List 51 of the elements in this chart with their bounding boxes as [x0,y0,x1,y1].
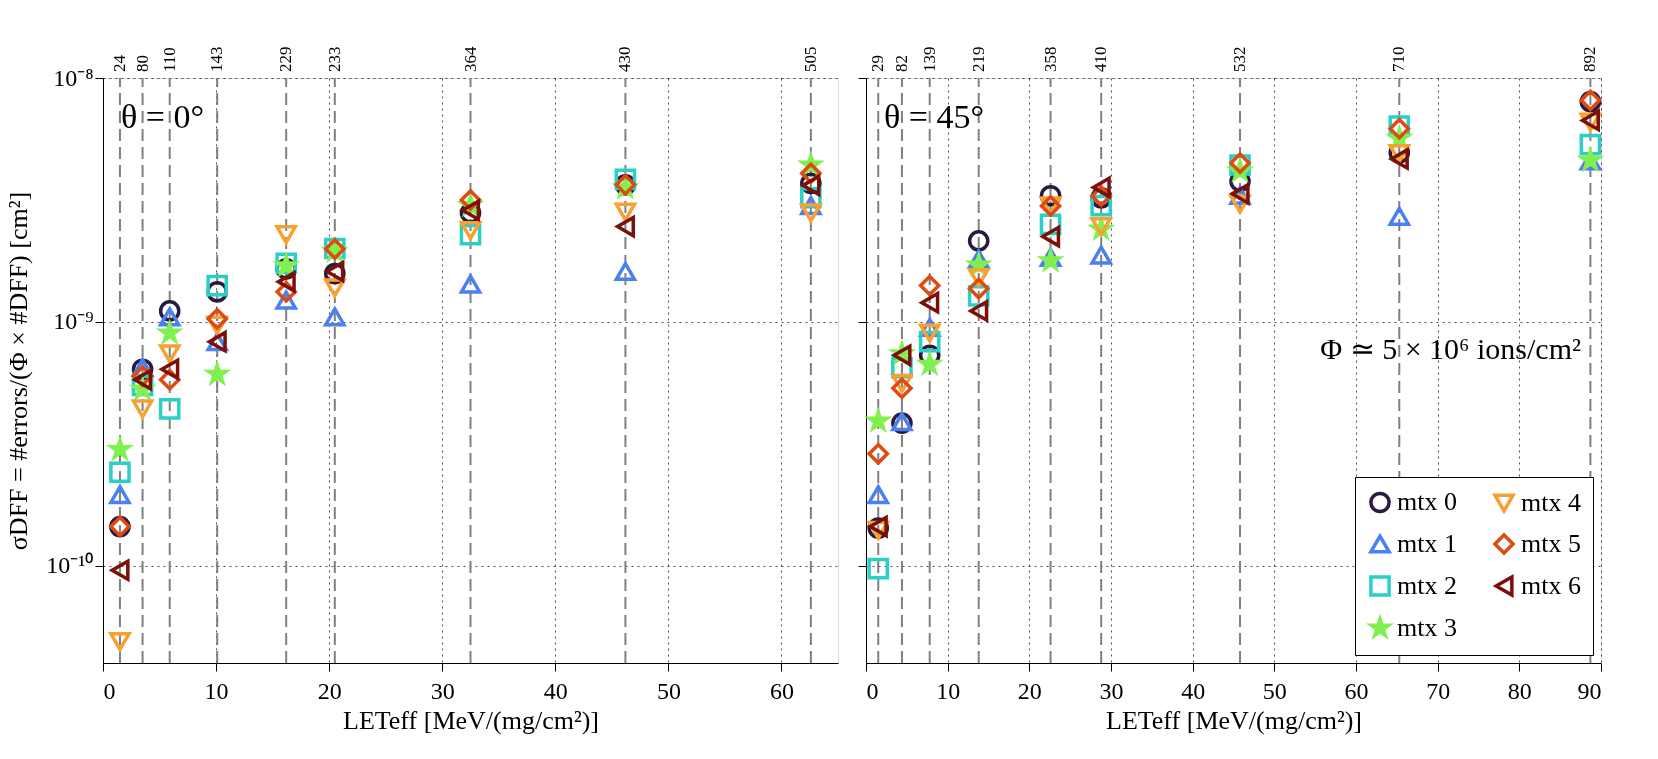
annotation: 358 [1040,46,1060,72]
x-tick-label: 0 [103,677,116,704]
legend-label: mtx 2 [1397,571,1457,600]
annotation: 430 [615,46,635,72]
x-tick-label: 40 [1181,677,1206,704]
x-tick-label: 60 [769,677,794,704]
annotation: 139 [919,46,939,72]
annotation: 364 [460,46,480,72]
y-axis-title: σDFF = #errors/(Φ × #DFF) [cm²] [4,191,34,551]
x-tick-label: 10 [936,677,961,704]
y-tick-label: 10⁻⁸ [53,64,94,91]
annotation: 710 [1389,46,1409,72]
legend-label: mtx 0 [1397,487,1457,517]
annotation: 143 [207,46,227,72]
annotation: 410 [1091,46,1111,72]
legend-label: mtx 6 [1521,571,1581,600]
annotation: 233 [324,46,344,72]
annotation: 219 [968,46,988,72]
annotation: 505 [800,46,820,72]
x-tick-label: 80 [1507,677,1532,704]
annotation: 110 [159,47,179,72]
x-tick-label: 50 [1262,677,1287,704]
x-axis-title: LETeff [MeV/(mg/cm²)] [1105,705,1363,735]
legend-label: mtx 5 [1521,529,1581,558]
x-tick-label: 10 [204,677,229,704]
y-tick-label: 10⁻¹⁰ [46,552,94,579]
x-tick-label: 0 [866,677,879,704]
annotation: 80 [132,55,152,72]
x-tick-label: 30 [430,677,455,704]
legend-label: mtx 4 [1521,488,1581,518]
annotation: θ = 0° [121,98,205,135]
annotation: 29 [868,55,888,72]
annotation: 24 [109,54,129,72]
x-tick-label: 60 [1344,677,1369,704]
legend-label: mtx 3 [1397,613,1457,642]
y-tick-label: 10⁻⁹ [53,308,94,335]
x-tick-label: 30 [1099,677,1124,704]
annotation: 532 [1230,46,1250,72]
annotation: 82 [891,55,911,72]
annotation: θ = 45° [884,98,985,135]
annotation: 892 [1580,46,1600,72]
x-tick-label: 90 [1577,677,1602,704]
legend-label: mtx 1 [1397,529,1457,558]
x-tick-label: 20 [317,677,342,704]
annotation: Φ ≃ 5 × 10⁶ ions/cm² [1320,332,1581,366]
annotation: 229 [276,46,296,72]
x-tick-label: 50 [656,677,681,704]
x-tick-label: 70 [1426,677,1451,704]
x-tick-label: 20 [1017,677,1042,704]
x-tick-label: 40 [543,677,568,704]
x-axis-title: LETeff [MeV/(mg/cm²)] [342,705,600,735]
